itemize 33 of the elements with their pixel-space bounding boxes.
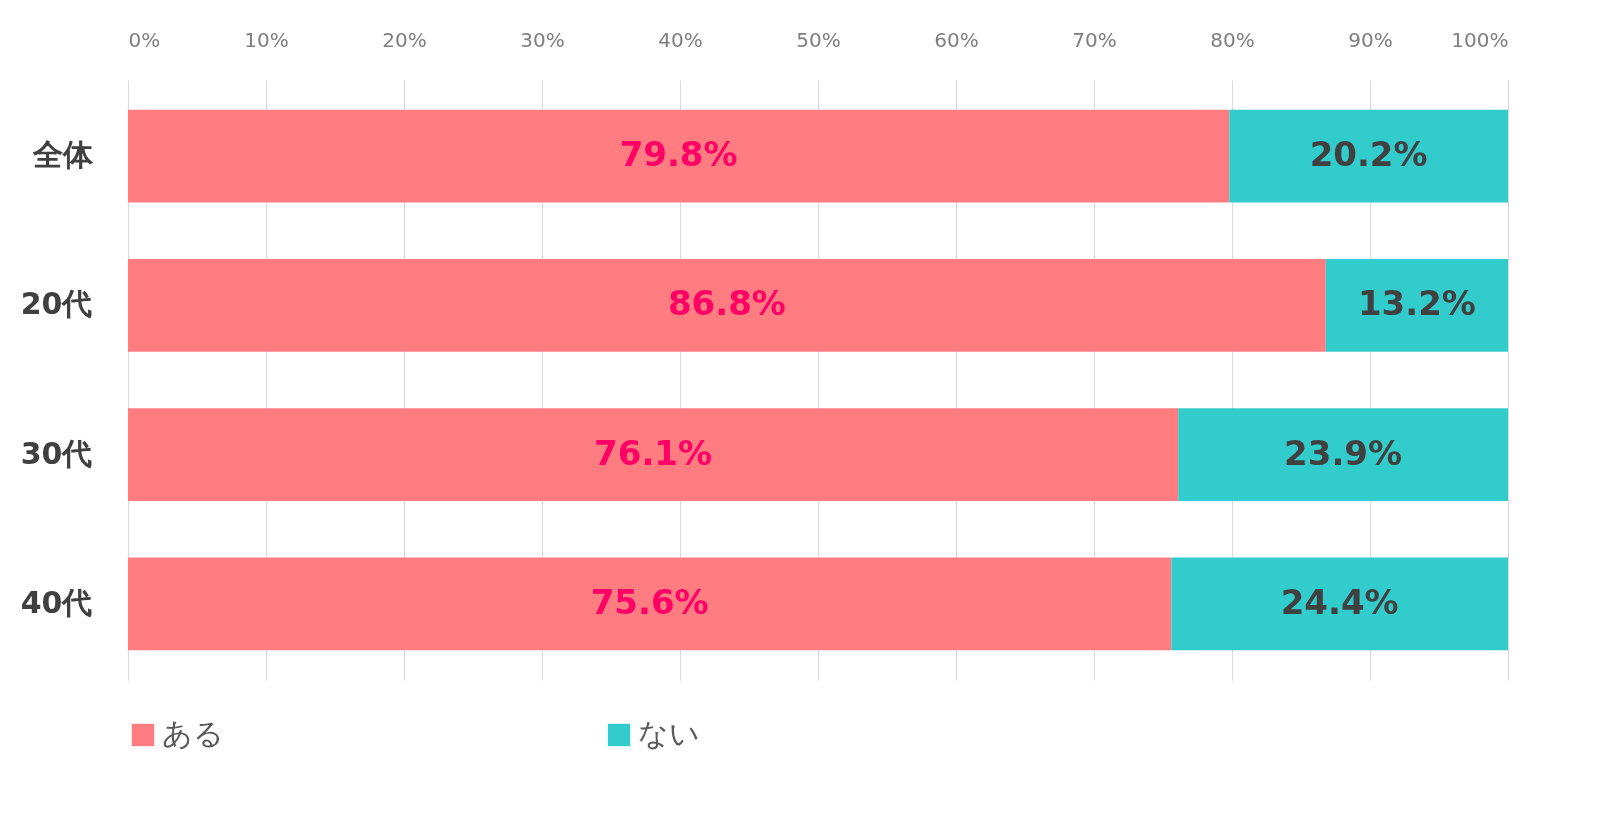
data-label: 20.2% [1309,134,1428,175]
data-label: 24.4% [1280,581,1399,622]
x-tick-label: 100% [1451,27,1509,52]
data-label: 75.6% [590,581,709,622]
x-tick-label: 50% [796,27,841,52]
x-tick-label: 10% [244,27,289,52]
data-label: 13.2% [1357,283,1476,324]
bar [1178,408,1508,501]
bar [128,557,1172,651]
bar [1325,259,1508,352]
bar [1229,109,1508,203]
data-label: 79.8% [619,134,738,175]
x-tick-label: 90% [1348,27,1393,52]
data-label: 76.1% [594,432,713,473]
bar [1171,557,1508,651]
y-tick-label: 20代 [20,286,93,322]
data-label: 86.8% [667,283,786,324]
x-tick-label: 80% [1210,27,1255,52]
bar [128,259,1326,352]
y-tick-label: 全体 [31,137,94,173]
y-tick-label: 40代 [20,584,93,620]
y-tick-label: 30代 [20,435,93,471]
x-tick-label: 30% [520,27,565,52]
bar [128,109,1230,203]
x-tick-label: 20% [382,27,427,52]
data-label: 23.9% [1284,432,1403,473]
x-tick-label: 60% [934,27,979,52]
x-tick-label: 40% [658,27,703,52]
legend-label: ある [162,716,224,751]
bar [128,408,1179,501]
x-tick-label: 70% [1072,27,1117,52]
x-tick-label: 0% [128,27,161,52]
legend-label: ない [638,716,700,751]
